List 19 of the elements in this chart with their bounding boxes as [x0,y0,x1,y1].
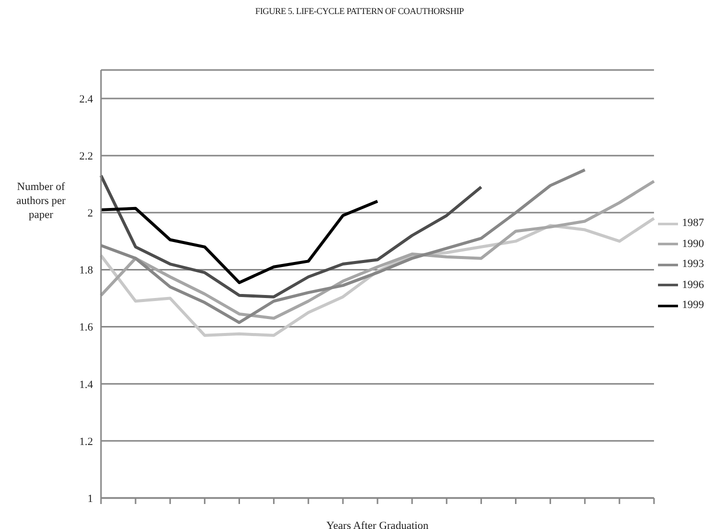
y-tick-label: 2.2 [79,150,93,163]
y-tick-label: 1 [88,492,93,505]
x-axis-title: Years After Graduation [326,520,430,529]
legend-label: 1993 [682,258,704,270]
legend-label: 1990 [682,238,704,250]
y-tick-label: 2.4 [79,93,94,106]
chart-title: FIGURE 5. LIFE-CYCLE PATTERN OF COAUTHORSHIP [254,6,465,16]
y-tick-label: 2 [88,208,93,220]
legend-label: 1999 [682,299,704,312]
y-tick-label: 1.8 [79,264,94,277]
line-series [100,174,483,298]
legend-label: 1996 [682,278,704,291]
legend-label: 1987 [682,217,704,230]
line-series [100,180,656,320]
y-axis-title: Number of authors per paper [15,180,67,222]
y-tick-label: 1.4 [79,378,94,391]
y-tick-label: 1.2 [79,436,93,448]
line-series [100,200,379,284]
y-tick-label: 1.6 [79,322,94,334]
